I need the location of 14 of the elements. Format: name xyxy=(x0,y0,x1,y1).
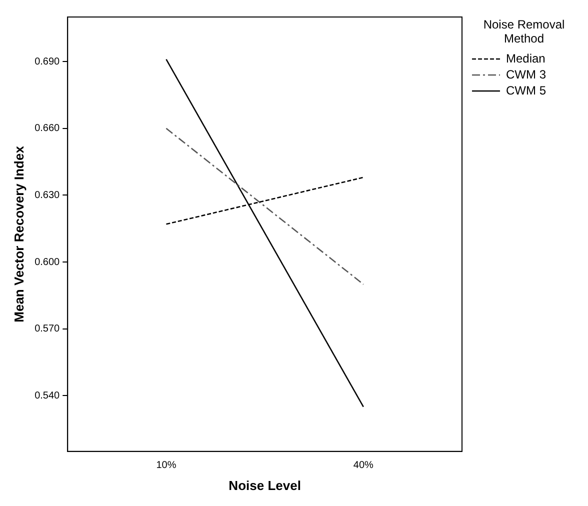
legend-label: CWM 5 xyxy=(506,83,546,98)
y-tick-label: 0.540 xyxy=(34,390,60,402)
x-tick-label: 10% xyxy=(156,460,176,472)
y-tick-label: 0.570 xyxy=(34,324,60,335)
legend-label: CWM 3 xyxy=(506,67,546,82)
y-tick-label: 0.600 xyxy=(34,256,60,268)
legend-label: Median xyxy=(506,51,546,66)
legend-title: Noise Removal Method xyxy=(483,17,565,46)
y-axis-title: Mean Vector Recovery Index xyxy=(11,145,26,322)
y-tick-label: 0.660 xyxy=(34,123,60,134)
x-axis-title: Noise Level xyxy=(228,478,301,493)
y-tick-label: 0.690 xyxy=(34,56,60,68)
y-tick-label: 0.630 xyxy=(34,190,60,201)
x-tick-label: 40% xyxy=(353,460,374,472)
